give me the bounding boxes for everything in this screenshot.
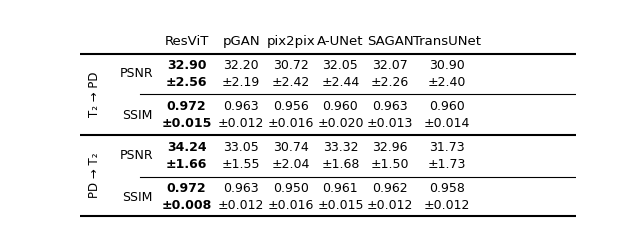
Text: ±1.66: ±1.66	[166, 158, 207, 171]
Text: ±0.020: ±0.020	[317, 117, 364, 130]
Text: ±1.55: ±1.55	[222, 158, 260, 171]
Text: ±0.008: ±0.008	[161, 199, 212, 212]
Text: 0.963: 0.963	[223, 100, 259, 113]
Text: 32.90: 32.90	[167, 59, 206, 72]
Text: PSNR: PSNR	[120, 149, 154, 162]
Text: PD → T₂: PD → T₂	[88, 153, 101, 198]
Text: PSNR: PSNR	[120, 67, 154, 80]
Text: 32.07: 32.07	[372, 59, 408, 72]
Text: ±0.014: ±0.014	[424, 117, 470, 130]
Text: 32.96: 32.96	[372, 141, 408, 154]
Text: ±2.56: ±2.56	[166, 76, 207, 89]
Text: 0.963: 0.963	[223, 182, 259, 195]
Text: ±0.012: ±0.012	[218, 199, 264, 212]
Text: SAGAN: SAGAN	[367, 35, 413, 48]
Text: ResViT: ResViT	[164, 35, 209, 48]
Text: A-UNet: A-UNet	[317, 35, 364, 48]
Text: 0.972: 0.972	[167, 182, 207, 195]
Text: 0.963: 0.963	[372, 100, 408, 113]
Text: 0.961: 0.961	[323, 182, 358, 195]
Text: pix2pix: pix2pix	[266, 35, 315, 48]
Text: ±2.19: ±2.19	[222, 76, 260, 89]
Text: ±2.04: ±2.04	[271, 158, 310, 171]
Text: 0.950: 0.950	[273, 182, 308, 195]
Text: SSIM: SSIM	[122, 109, 152, 122]
Text: 32.05: 32.05	[323, 59, 358, 72]
Text: 0.972: 0.972	[167, 100, 207, 113]
Text: 0.962: 0.962	[372, 182, 408, 195]
Text: ±0.016: ±0.016	[268, 199, 314, 212]
Text: 0.960: 0.960	[323, 100, 358, 113]
Text: 30.74: 30.74	[273, 141, 308, 154]
Text: ±2.42: ±2.42	[271, 76, 310, 89]
Text: ±0.015: ±0.015	[317, 199, 364, 212]
Text: ±0.012: ±0.012	[424, 199, 470, 212]
Text: ±2.40: ±2.40	[428, 76, 466, 89]
Text: 30.72: 30.72	[273, 59, 308, 72]
Text: SSIM: SSIM	[122, 191, 152, 204]
Text: ±2.26: ±2.26	[371, 76, 409, 89]
Text: ±1.50: ±1.50	[371, 158, 409, 171]
Text: 32.20: 32.20	[223, 59, 259, 72]
Text: 30.90: 30.90	[429, 59, 465, 72]
Text: 0.958: 0.958	[429, 182, 465, 195]
Text: ±2.44: ±2.44	[321, 76, 360, 89]
Text: 33.32: 33.32	[323, 141, 358, 154]
Text: 33.05: 33.05	[223, 141, 259, 154]
Text: 31.73: 31.73	[429, 141, 465, 154]
Text: pGAN: pGAN	[222, 35, 260, 48]
Text: ±0.016: ±0.016	[268, 117, 314, 130]
Text: ±1.68: ±1.68	[321, 158, 360, 171]
Text: 0.960: 0.960	[429, 100, 465, 113]
Text: ±0.012: ±0.012	[367, 199, 413, 212]
Text: ±0.013: ±0.013	[367, 117, 413, 130]
Text: 34.24: 34.24	[167, 141, 207, 154]
Text: 0.956: 0.956	[273, 100, 308, 113]
Text: TransUNet: TransUNet	[413, 35, 481, 48]
Text: ±1.73: ±1.73	[428, 158, 466, 171]
Text: ±0.012: ±0.012	[218, 117, 264, 130]
Text: T₂ → PD: T₂ → PD	[88, 72, 101, 117]
Text: ±0.015: ±0.015	[161, 117, 212, 130]
